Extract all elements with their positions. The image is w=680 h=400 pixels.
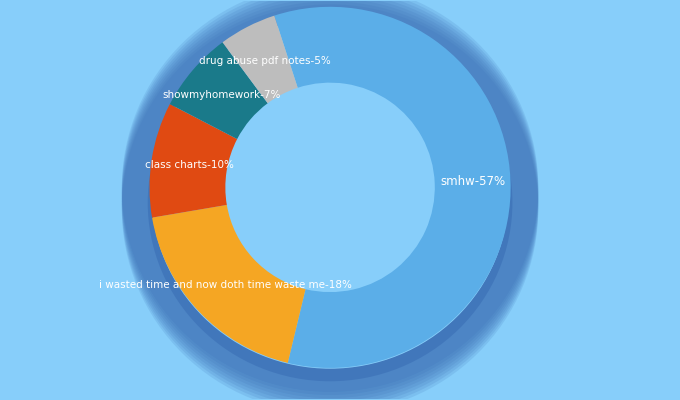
Text: smhw-57%: smhw-57%: [440, 175, 505, 188]
Wedge shape: [150, 104, 237, 218]
Text: showmyhomework-7%: showmyhomework-7%: [163, 90, 281, 100]
Text: drug abuse pdf notes-5%: drug abuse pdf notes-5%: [199, 56, 330, 66]
Wedge shape: [222, 16, 298, 103]
Wedge shape: [274, 7, 511, 368]
Text: i wasted time and now doth time waste me-18%: i wasted time and now doth time waste me…: [99, 280, 352, 290]
Ellipse shape: [152, 18, 509, 369]
Text: class charts-10%: class charts-10%: [145, 160, 234, 170]
Ellipse shape: [148, 24, 513, 381]
Wedge shape: [170, 42, 268, 139]
Wedge shape: [152, 205, 305, 363]
